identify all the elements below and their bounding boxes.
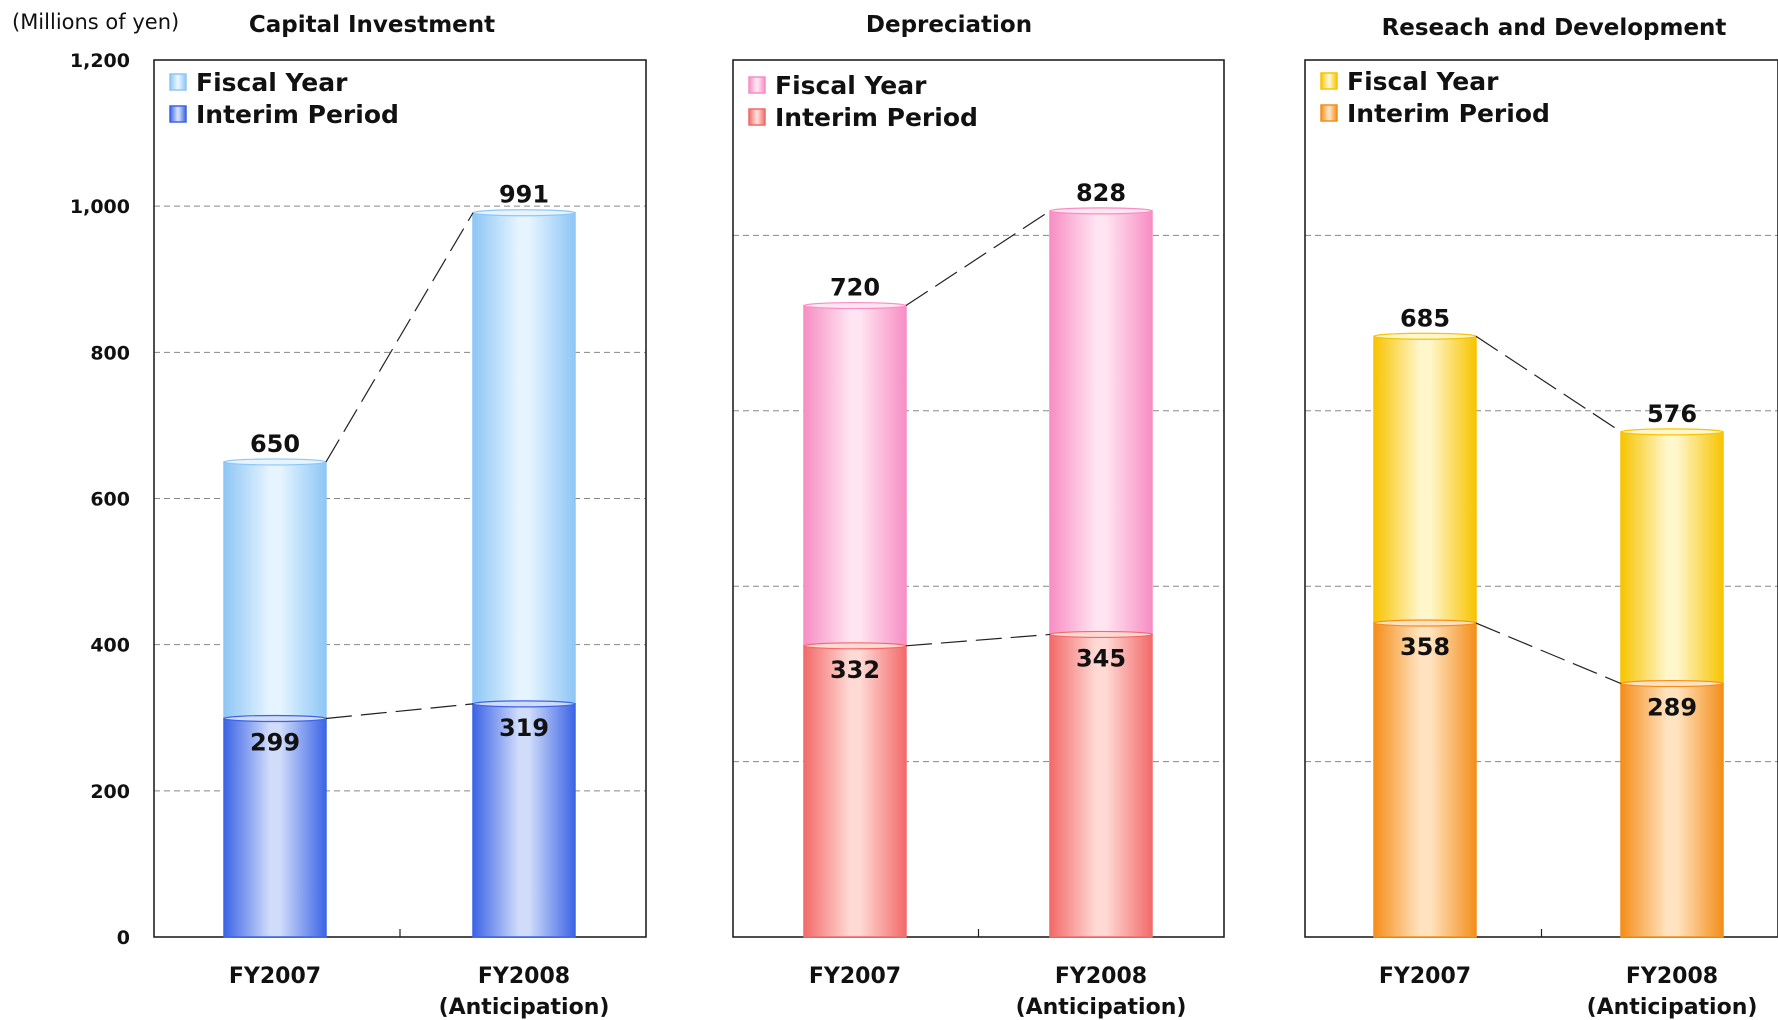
- legend-swatch: [1320, 104, 1338, 122]
- bar-fiscal-year: [803, 304, 907, 647]
- x-category-label: FY2007: [229, 964, 321, 989]
- unit-label: (Millions of yen): [12, 10, 179, 34]
- chart-title: Reseach and Development: [1382, 15, 1727, 41]
- data-label-fiscal-year: 576: [1647, 400, 1697, 428]
- chart-title: Capital Investment: [249, 12, 495, 38]
- bar-top-cap: [1049, 630, 1153, 639]
- legend-swatch: [169, 105, 187, 123]
- connector-fiscal-year: [325, 212, 474, 463]
- bar-interim-period: [472, 703, 576, 938]
- bar-top-cap: [1620, 679, 1724, 688]
- data-label-fiscal-year: 828: [1076, 179, 1126, 207]
- x-category-sublabel: (Anticipation): [439, 995, 610, 1020]
- bar-fiscal-year: [1049, 210, 1153, 636]
- y-tick-label: 600: [90, 489, 130, 511]
- legend-swatch: [1320, 72, 1338, 90]
- bar-fiscal-year: [1373, 335, 1477, 624]
- bar-interim-period: [1049, 633, 1153, 938]
- legend-label: Fiscal Year: [196, 68, 348, 97]
- y-tick-label: 1,000: [70, 196, 130, 218]
- data-label-fiscal-year: 720: [830, 274, 880, 302]
- bar-interim-period: [803, 645, 907, 938]
- data-label-interim-period: 332: [830, 656, 880, 684]
- x-category-label: FY2008: [478, 964, 570, 989]
- x-category-label: FY2007: [809, 964, 901, 989]
- legend-swatch: [748, 76, 766, 94]
- legend-label: Fiscal Year: [1347, 67, 1499, 96]
- legend-label: Interim Period: [775, 103, 978, 132]
- connector-fiscal-year: [905, 210, 1051, 307]
- chart-title: Depreciation: [866, 12, 1032, 38]
- y-tick-label: 400: [90, 635, 130, 657]
- bar-top-cap: [472, 209, 576, 217]
- bar-top-cap: [803, 301, 907, 310]
- bar-top-cap: [472, 700, 576, 708]
- bar-interim-period: [1620, 682, 1724, 938]
- bar-top-cap: [223, 458, 327, 466]
- x-category-label: FY2008: [1055, 964, 1147, 989]
- x-category-label: FY2007: [1379, 964, 1471, 989]
- data-label-interim-period: 289: [1647, 694, 1697, 722]
- connector-interim-period: [1475, 622, 1622, 685]
- data-label-interim-period: 319: [499, 714, 549, 742]
- legend-swatch: [169, 73, 187, 91]
- y-tick-label: 800: [90, 342, 130, 364]
- x-category-label: FY2008: [1626, 964, 1718, 989]
- legend-swatch: [748, 108, 766, 126]
- connector-interim-period: [905, 633, 1051, 647]
- legend-label: Interim Period: [1347, 99, 1550, 128]
- data-label-interim-period: 299: [250, 728, 300, 756]
- bar-top-cap: [1049, 207, 1153, 215]
- legend-label: Interim Period: [196, 100, 399, 129]
- chart-panel-3: Reseach and Development 685 358 FY2007 576 28…: [1304, 15, 1778, 1020]
- bar-top-cap: [1373, 619, 1477, 627]
- x-category-sublabel: (Anticipation): [1587, 995, 1758, 1020]
- data-label-interim-period: 358: [1400, 633, 1450, 661]
- legend-label: Fiscal Year: [775, 71, 927, 100]
- bar-top-cap: [1373, 332, 1477, 340]
- data-label-fiscal-year: 991: [499, 181, 549, 209]
- bar-fiscal-year: [1620, 431, 1724, 685]
- data-label-fiscal-year: 685: [1400, 304, 1450, 332]
- y-tick-label: 200: [90, 781, 130, 803]
- chart-panel-1: Capital Investment 0 200 400 600 800 1,000 1,20…: [70, 12, 647, 1020]
- y-tick-label: 0: [117, 927, 130, 949]
- bar-top-cap: [223, 714, 327, 723]
- connector-interim-period: [325, 703, 474, 720]
- data-label-fiscal-year: 650: [250, 430, 300, 458]
- data-label-interim-period: 345: [1076, 644, 1126, 672]
- chart-panel-2: Depreciation 720 332 FY2007 828 345 FY2008 (Ant…: [732, 12, 1225, 1020]
- connector-fiscal-year: [1475, 335, 1622, 433]
- charts-root: Capital Investment 0 200 400 600 800 1,000 1,20…: [70, 12, 1778, 1020]
- bar-top-cap: [1620, 428, 1724, 436]
- y-tick-label: 1,200: [70, 50, 130, 72]
- bar-interim-period: [1373, 622, 1477, 938]
- bar-top-cap: [803, 642, 907, 650]
- bar-fiscal-year: [472, 211, 576, 705]
- x-category-sublabel: (Anticipation): [1016, 995, 1187, 1020]
- bar-fiscal-year: [223, 461, 327, 720]
